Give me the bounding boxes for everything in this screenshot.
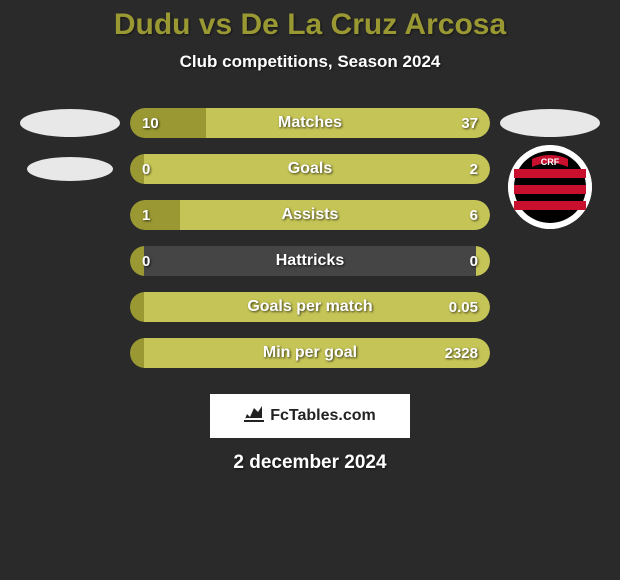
stat-label: Matches bbox=[130, 108, 490, 138]
stat-bar: 1037Matches bbox=[130, 108, 490, 138]
attribution-text: FcTables.com bbox=[270, 407, 376, 425]
left-player-col bbox=[10, 109, 130, 137]
date-text: 2 december 2024 bbox=[10, 452, 610, 474]
stat-label: Goals per match bbox=[130, 292, 490, 322]
left-player-col bbox=[10, 157, 130, 181]
club-badge-icon: CRF bbox=[508, 145, 592, 229]
right-player-col: CRF bbox=[490, 127, 610, 211]
chart-icon bbox=[244, 406, 264, 427]
subtitle: Club competitions, Season 2024 bbox=[10, 52, 610, 72]
stat-label: Min per goal bbox=[130, 338, 490, 368]
stat-row: 0.05Goals per match bbox=[10, 284, 610, 330]
stat-label: Assists bbox=[130, 200, 490, 230]
page-title: Dudu vs De La Cruz Arcosa bbox=[10, 8, 610, 42]
stat-row: 2328Min per goal bbox=[10, 330, 610, 376]
comparison-infographic: Dudu vs De La Cruz Arcosa Club competiti… bbox=[0, 0, 620, 482]
stat-label: Goals bbox=[130, 154, 490, 184]
svg-text:CRF: CRF bbox=[541, 157, 560, 167]
stat-row: 02Goals CRF bbox=[10, 146, 610, 192]
stat-bar: 0.05Goals per match bbox=[130, 292, 490, 322]
stat-row: 00Hattricks bbox=[10, 238, 610, 284]
stat-bar: 16Assists bbox=[130, 200, 490, 230]
club-placeholder-icon bbox=[27, 157, 113, 181]
attribution-banner: FcTables.com bbox=[210, 394, 410, 438]
stat-label: Hattricks bbox=[130, 246, 490, 276]
stat-bar: 00Hattricks bbox=[130, 246, 490, 276]
stat-bar: 02Goals bbox=[130, 154, 490, 184]
stat-bar: 2328Min per goal bbox=[130, 338, 490, 368]
player-placeholder-icon bbox=[20, 109, 120, 137]
